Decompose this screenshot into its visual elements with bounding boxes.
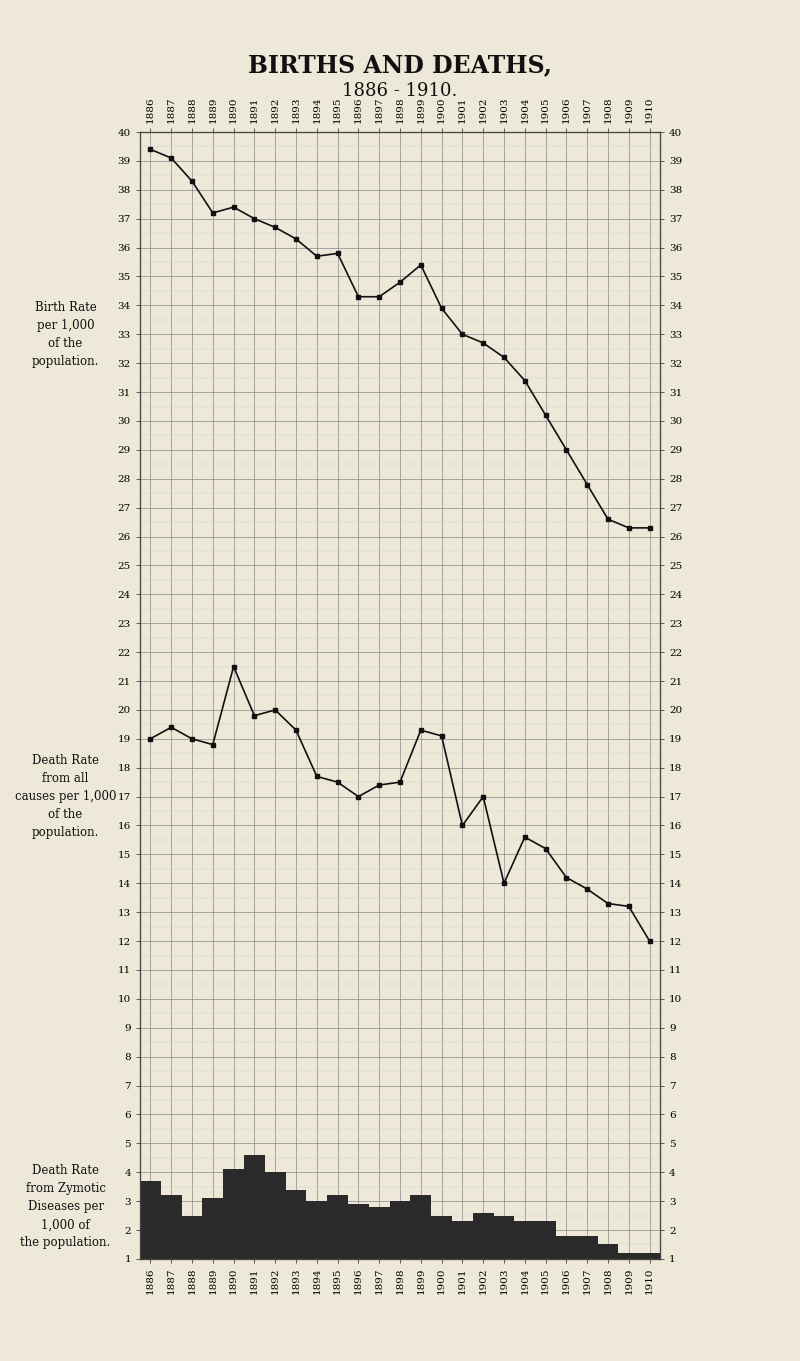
Bar	[244, 1155, 265, 1259]
Bar	[410, 1195, 431, 1259]
Bar	[140, 1181, 161, 1259]
Bar	[223, 1169, 244, 1259]
Bar	[535, 1221, 556, 1259]
Bar	[286, 1190, 306, 1259]
Text: Death Rate
from all
causes per 1,000
of the
population.: Death Rate from all causes per 1,000 of …	[15, 754, 116, 840]
Bar	[452, 1221, 473, 1259]
Text: 1886 - 1910.: 1886 - 1910.	[342, 82, 458, 101]
Bar	[161, 1195, 182, 1259]
Bar	[494, 1215, 514, 1259]
Bar	[202, 1198, 223, 1259]
Bar	[306, 1202, 327, 1259]
Bar	[265, 1172, 286, 1259]
Bar	[390, 1202, 410, 1259]
Text: Birth Rate
per 1,000
of the
population.: Birth Rate per 1,000 of the population.	[32, 301, 99, 367]
Text: BIRTHS AND DEATHS,: BIRTHS AND DEATHS,	[248, 53, 552, 78]
Bar	[556, 1236, 577, 1259]
Bar	[618, 1253, 639, 1259]
Bar	[577, 1236, 598, 1259]
Bar	[431, 1215, 452, 1259]
Bar	[473, 1213, 494, 1259]
Bar	[598, 1244, 618, 1259]
Text: Death Rate
from Zymotic
Diseases per
1,000 of
the population.: Death Rate from Zymotic Diseases per 1,0…	[21, 1165, 110, 1249]
Bar	[327, 1195, 348, 1259]
Bar	[369, 1207, 390, 1259]
Bar	[182, 1215, 202, 1259]
Bar	[514, 1221, 535, 1259]
Bar	[639, 1253, 660, 1259]
Bar	[348, 1204, 369, 1259]
